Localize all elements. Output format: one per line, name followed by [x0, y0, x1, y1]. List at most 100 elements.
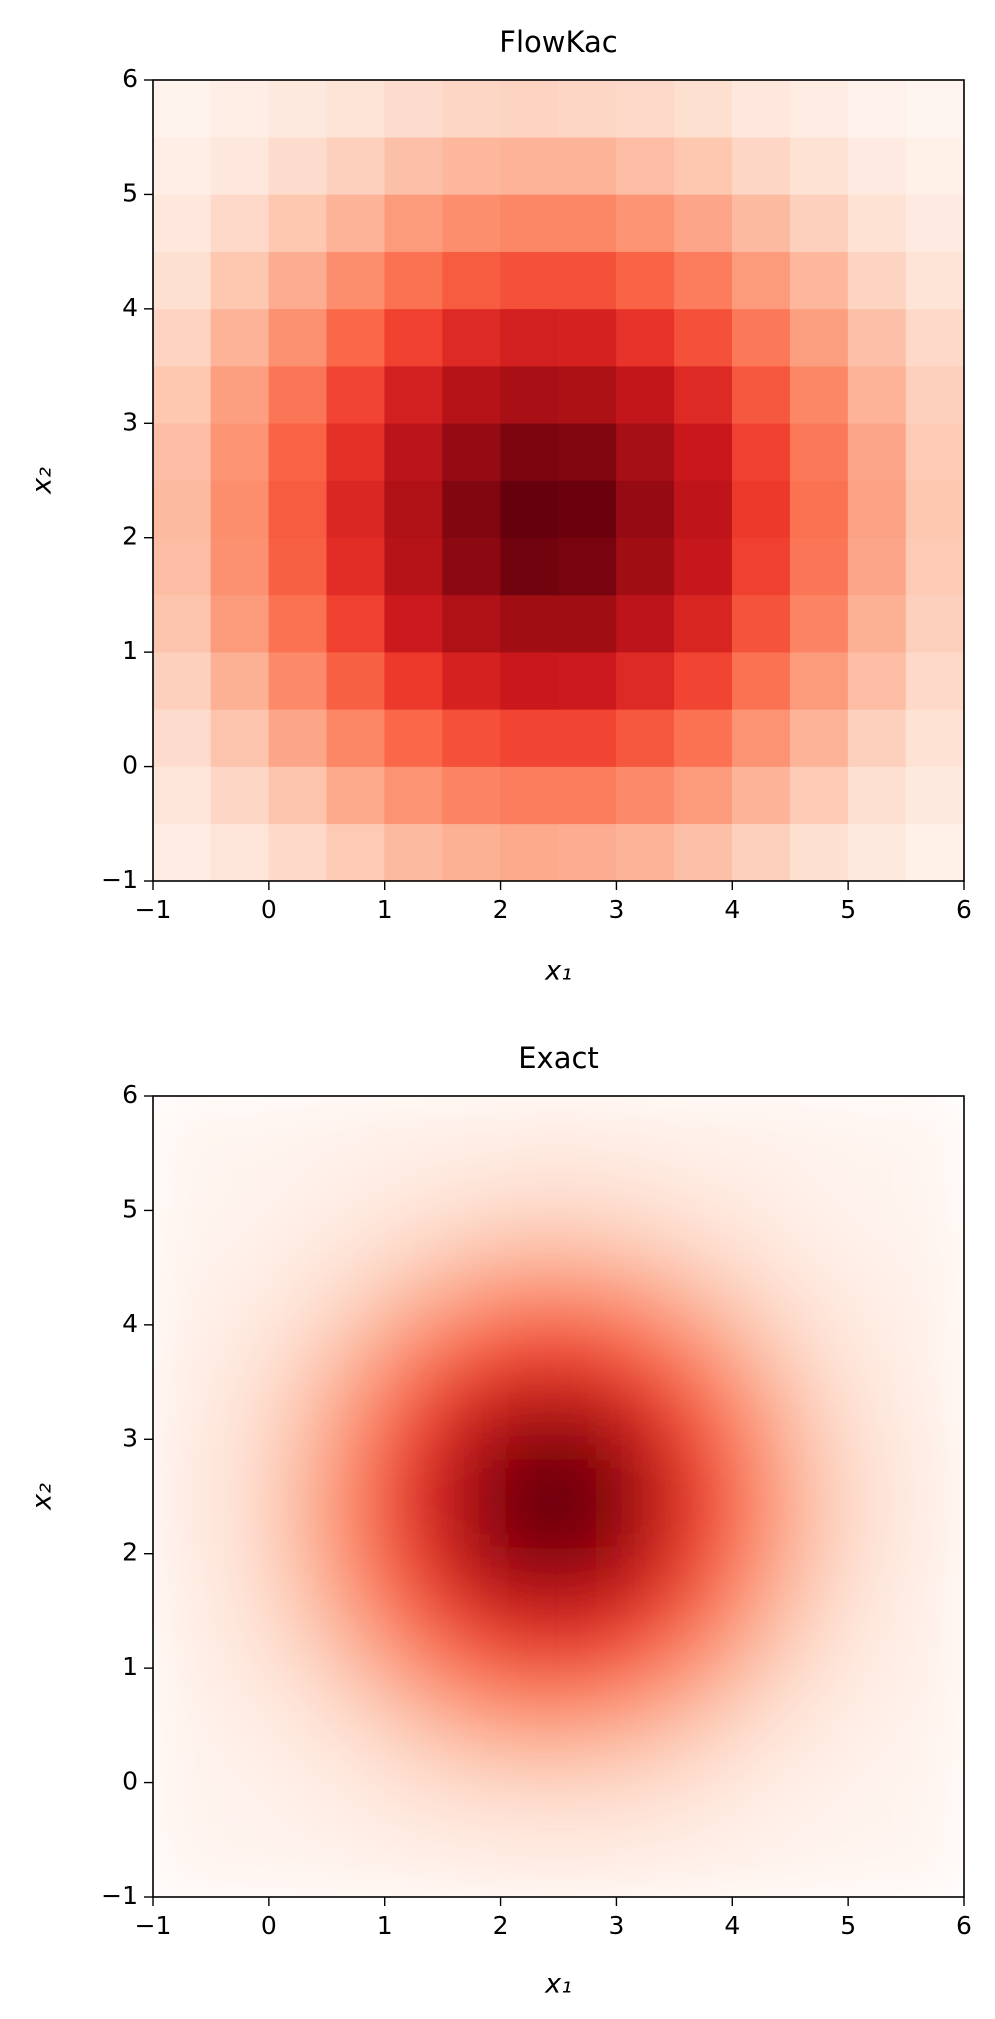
heatmap-cell — [616, 1438, 675, 1497]
heatmap-cell — [384, 1438, 443, 1497]
heatmap-cell — [558, 1610, 617, 1669]
heatmap-cell — [384, 1152, 443, 1211]
heatmap-cell — [616, 1096, 675, 1154]
heatmap-cell — [153, 1725, 212, 1783]
y-tick-label: 3 — [122, 407, 138, 436]
heatmap-cell — [153, 1210, 212, 1268]
heatmap-cell — [731, 194, 791, 252]
heatmap-cell — [847, 651, 907, 710]
heatmap-cell — [384, 709, 443, 767]
heatmap-cell — [558, 823, 617, 881]
heatmap-cell — [153, 1839, 212, 1897]
heatmap-cell — [847, 1839, 907, 1897]
heatmap-cell — [789, 1381, 849, 1440]
heatmap-cell — [268, 1210, 328, 1268]
heatmap-cell — [210, 480, 270, 539]
heatmap-cell — [674, 251, 733, 310]
heatmap-cells — [153, 80, 964, 881]
heatmap-cell — [905, 1438, 964, 1497]
y-axis-label: x₂ — [27, 467, 58, 495]
heatmap-cell — [268, 1324, 328, 1383]
heatmap-cell — [789, 194, 849, 252]
heatmap-cell — [905, 1496, 964, 1555]
heatmap-cell — [500, 480, 559, 539]
heatmap-cell — [674, 80, 733, 138]
heatmap-cell — [326, 537, 386, 596]
heatmap-cell — [500, 1553, 559, 1612]
heatmap-cell — [326, 1782, 386, 1841]
heatmap-cell — [558, 1324, 617, 1383]
heatmap-cell — [674, 1381, 733, 1440]
heatmap-cell — [442, 1839, 501, 1897]
heatmap-cell — [210, 594, 270, 653]
heatmap-cell — [268, 308, 328, 367]
heatmap-cell — [384, 1381, 443, 1440]
heatmap-cell — [210, 251, 270, 310]
heatmap-cell — [500, 1725, 559, 1783]
heatmap-cell — [789, 1667, 849, 1726]
y-tick-label: 0 — [122, 751, 138, 780]
heatmap-cell — [442, 1496, 501, 1555]
y-tick-label: 6 — [122, 64, 138, 93]
heatmap-cell — [153, 1267, 212, 1326]
heatmap-cell — [153, 1610, 212, 1669]
heatmap-cell — [153, 594, 212, 653]
heatmap-cell — [442, 1267, 501, 1326]
heatmap-cell — [674, 365, 733, 424]
heatmap-cell — [442, 1438, 501, 1497]
heatmap-cell — [384, 1610, 443, 1669]
heatmap-cell — [847, 422, 907, 481]
y-tick-label: 2 — [122, 1538, 138, 1567]
y-tick-label: −1 — [101, 1881, 138, 1910]
heatmap-cell — [326, 823, 386, 881]
heatmap-cell — [731, 365, 791, 424]
heatmap-cell — [731, 1438, 791, 1497]
heatmap-cell — [384, 194, 443, 252]
heatmap-cell — [789, 709, 849, 767]
heatmap-cell — [905, 1267, 964, 1326]
heatmap-cell — [210, 365, 270, 424]
heatmap-cell — [789, 1553, 849, 1612]
heatmap-clip — [153, 1096, 964, 1897]
heatmap-cell — [674, 709, 733, 767]
heatmap-cell — [210, 1324, 270, 1383]
heatmap-cell — [558, 1839, 617, 1897]
heatmap-cell — [442, 1725, 501, 1783]
heatmap-cell — [616, 1667, 675, 1726]
heatmap-cell — [500, 1267, 559, 1326]
heatmap-cell — [905, 1096, 964, 1154]
heatmap-cell — [558, 1667, 617, 1726]
heatmap-cell — [326, 1324, 386, 1383]
heatmap-cell — [153, 1381, 212, 1440]
heatmap-cell — [210, 1438, 270, 1497]
heatmap-cell — [210, 537, 270, 596]
heatmap-cell — [905, 1725, 964, 1783]
heatmap-cell — [153, 651, 212, 710]
heatmap-cell — [442, 537, 501, 596]
heatmap-cell — [500, 1839, 559, 1897]
heatmap-cell — [442, 651, 501, 710]
heatmap-cell — [153, 1782, 212, 1841]
heatmap-cell — [268, 1553, 328, 1612]
heatmap-cell — [500, 537, 559, 596]
heatmap-cell — [789, 1210, 849, 1268]
heatmap-cell — [558, 1381, 617, 1440]
heatmap-cell — [384, 1725, 443, 1783]
heatmap-cell — [500, 1496, 559, 1555]
heatmap-cell — [326, 1381, 386, 1440]
heatmap-cell — [674, 1496, 733, 1555]
heatmap-cell — [789, 251, 849, 310]
heatmap-cell — [616, 1839, 675, 1897]
heatmap-cell — [268, 251, 328, 310]
heatmap-cell — [153, 537, 212, 596]
heatmap-cell — [268, 1096, 328, 1154]
heatmap-cell — [153, 136, 212, 195]
y-tick-label: 2 — [122, 522, 138, 551]
heatmap-cell — [616, 1782, 675, 1841]
heatmap-cell — [153, 1152, 212, 1211]
heatmap-cell — [731, 1667, 791, 1726]
heatmap-cell — [153, 1438, 212, 1497]
x-tick-label: 6 — [956, 1911, 972, 1940]
heatmap-cell — [442, 1096, 501, 1154]
heatmap-cell — [616, 594, 675, 653]
